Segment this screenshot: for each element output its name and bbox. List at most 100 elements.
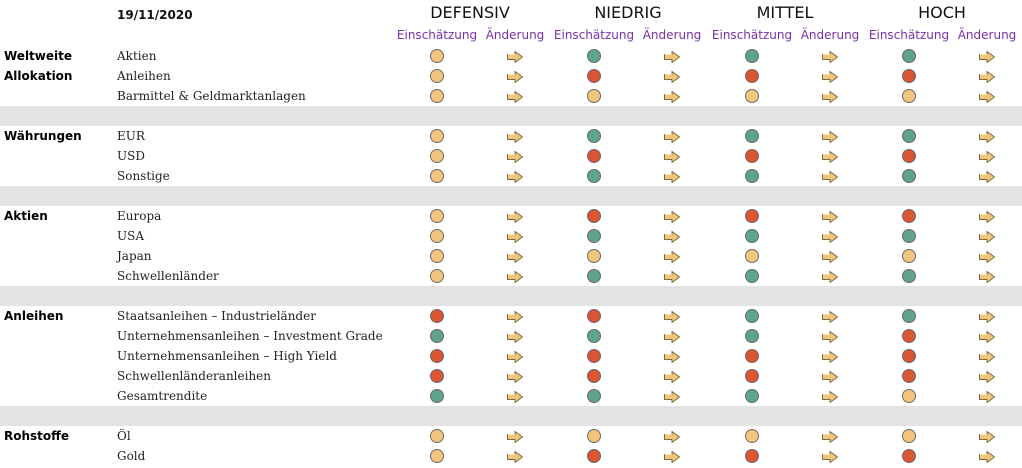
table-row: USA (0, 226, 1022, 246)
arrow-right-icon (663, 89, 681, 103)
table-row: Aktien Europa (0, 206, 1022, 226)
rating-green-icon (745, 389, 759, 403)
rating-yellow-icon (430, 429, 444, 443)
rating-red-icon (430, 349, 444, 363)
arrow-right-icon (978, 369, 996, 383)
arrow-right-icon (821, 129, 839, 143)
subheader-assessment: Einschätzung (711, 28, 793, 42)
report-date: 19/11/2020 (117, 8, 193, 22)
arrow-right-icon (978, 389, 996, 403)
rating-red-icon (587, 369, 601, 383)
rating-red-icon (587, 209, 601, 223)
rating-red-icon (902, 349, 916, 363)
arrow-right-icon (663, 309, 681, 323)
row-label: Schwellenländeranleihen (117, 369, 272, 383)
arrow-right-icon (821, 309, 839, 323)
row-label: USA (117, 229, 144, 243)
table-row: Gesamtrendite (0, 386, 1022, 406)
arrow-right-icon (663, 269, 681, 283)
arrow-right-icon (663, 49, 681, 63)
arrow-right-icon (978, 149, 996, 163)
arrow-right-icon (506, 449, 524, 463)
rating-green-icon (587, 329, 601, 343)
rating-red-icon (902, 149, 916, 163)
rating-yellow-icon (587, 249, 601, 263)
rating-green-icon (430, 389, 444, 403)
rating-red-icon (902, 329, 916, 343)
arrow-right-icon (821, 49, 839, 63)
arrow-right-icon (978, 449, 996, 463)
scenario-header-hoch: HOCH (918, 3, 966, 22)
rating-red-icon (745, 349, 759, 363)
rating-green-icon (587, 389, 601, 403)
arrow-right-icon (978, 89, 996, 103)
arrow-right-icon (506, 49, 524, 63)
rating-green-icon (902, 169, 916, 183)
arrow-right-icon (821, 149, 839, 163)
rating-green-icon (902, 129, 916, 143)
rating-yellow-icon (902, 249, 916, 263)
table-row: Weltweite Aktien (0, 46, 1022, 66)
section-divider (0, 106, 1022, 126)
arrow-right-icon (821, 169, 839, 183)
arrow-right-icon (821, 349, 839, 363)
section-divider (0, 286, 1022, 306)
arrow-right-icon (663, 349, 681, 363)
arrow-right-icon (978, 329, 996, 343)
row-label: Gesamtrendite (117, 389, 208, 403)
rating-red-icon (587, 69, 601, 83)
rating-yellow-icon (587, 429, 601, 443)
arrow-right-icon (506, 249, 524, 263)
rating-green-icon (745, 169, 759, 183)
table-row: Schwellenländer (0, 266, 1022, 286)
scenario-header-niedrig: NIEDRIG (594, 3, 662, 22)
rating-green-icon (745, 269, 759, 283)
arrow-right-icon (663, 449, 681, 463)
table-row: Unternehmensanleihen – Investment Grade (0, 326, 1022, 346)
arrow-right-icon (821, 369, 839, 383)
subheader-assessment: Einschätzung (396, 28, 478, 42)
subheader-change: Änderung (485, 28, 545, 42)
arrow-right-icon (663, 209, 681, 223)
arrow-right-icon (821, 429, 839, 443)
table-row: Sonstige (0, 166, 1022, 186)
arrow-right-icon (506, 349, 524, 363)
rating-red-icon (587, 149, 601, 163)
rating-red-icon (902, 369, 916, 383)
rating-red-icon (745, 449, 759, 463)
arrow-right-icon (663, 329, 681, 343)
row-label: Barmittel & Geldmarktanlagen (117, 89, 306, 103)
rating-red-icon (902, 449, 916, 463)
table-row: Gold (0, 446, 1022, 466)
subheader-assessment: Einschätzung (868, 28, 950, 42)
row-label: Schwellenländer (117, 269, 219, 283)
arrow-right-icon (506, 389, 524, 403)
rating-yellow-icon (430, 249, 444, 263)
rating-green-icon (902, 49, 916, 63)
table-row: Schwellenländeranleihen (0, 366, 1022, 386)
arrow-right-icon (821, 389, 839, 403)
rating-yellow-icon (430, 69, 444, 83)
arrow-right-icon (821, 329, 839, 343)
rating-red-icon (430, 369, 444, 383)
row-label: Gold (117, 449, 146, 463)
rating-red-icon (587, 349, 601, 363)
subheader-change: Änderung (957, 28, 1017, 42)
table-row: Währungen EUR (0, 126, 1022, 146)
rating-green-icon (745, 309, 759, 323)
arrow-right-icon (821, 229, 839, 243)
row-label: Unternehmensanleihen – High Yield (117, 349, 337, 363)
rating-red-icon (430, 309, 444, 323)
section-title: Aktien (4, 209, 48, 223)
rating-yellow-icon (902, 389, 916, 403)
table-row: USD (0, 146, 1022, 166)
arrow-right-icon (663, 249, 681, 263)
section-divider (0, 186, 1022, 206)
arrow-right-icon (663, 389, 681, 403)
subheader-assessment: Einschätzung (553, 28, 635, 42)
arrow-right-icon (663, 129, 681, 143)
row-label: Staatsanleihen – Industrieländer (117, 309, 316, 323)
table-row: Barmittel & Geldmarktanlagen (0, 86, 1022, 106)
rating-green-icon (587, 169, 601, 183)
